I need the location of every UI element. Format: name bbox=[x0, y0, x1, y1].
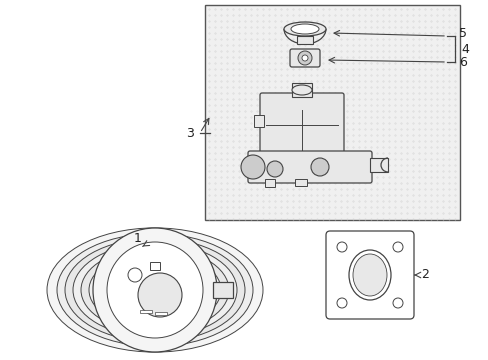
Bar bbox=[140, 310, 152, 313]
Circle shape bbox=[266, 161, 283, 177]
Bar bbox=[297, 160, 305, 172]
Ellipse shape bbox=[291, 85, 311, 95]
Circle shape bbox=[138, 273, 182, 317]
Bar bbox=[291, 83, 311, 97]
Bar bbox=[253, 115, 264, 127]
Text: 4: 4 bbox=[460, 42, 468, 55]
Bar bbox=[155, 312, 167, 315]
FancyBboxPatch shape bbox=[247, 151, 371, 183]
Circle shape bbox=[107, 242, 203, 338]
Circle shape bbox=[241, 155, 264, 179]
Ellipse shape bbox=[278, 166, 285, 174]
Circle shape bbox=[336, 298, 346, 308]
Circle shape bbox=[310, 158, 328, 176]
Bar bbox=[213, 282, 232, 298]
Ellipse shape bbox=[47, 228, 263, 352]
Ellipse shape bbox=[296, 165, 306, 175]
Circle shape bbox=[392, 298, 402, 308]
Ellipse shape bbox=[81, 247, 228, 333]
Bar bbox=[264, 179, 274, 187]
Bar bbox=[150, 262, 160, 270]
Bar bbox=[296, 36, 312, 44]
Ellipse shape bbox=[57, 234, 252, 346]
Circle shape bbox=[302, 55, 307, 61]
Ellipse shape bbox=[315, 166, 324, 174]
Text: 5: 5 bbox=[458, 27, 466, 40]
Circle shape bbox=[128, 268, 142, 282]
Ellipse shape bbox=[290, 24, 318, 34]
Ellipse shape bbox=[284, 22, 325, 36]
Circle shape bbox=[297, 51, 311, 65]
Bar bbox=[204, 5, 459, 220]
Bar bbox=[294, 179, 306, 186]
Circle shape bbox=[93, 228, 217, 352]
Text: 2: 2 bbox=[420, 269, 428, 282]
FancyBboxPatch shape bbox=[260, 93, 343, 162]
Ellipse shape bbox=[352, 254, 386, 296]
Ellipse shape bbox=[89, 252, 221, 328]
FancyBboxPatch shape bbox=[325, 231, 413, 319]
FancyBboxPatch shape bbox=[289, 49, 319, 67]
Text: 6: 6 bbox=[458, 55, 466, 68]
Ellipse shape bbox=[73, 243, 237, 337]
Text: 3: 3 bbox=[185, 126, 194, 140]
Circle shape bbox=[392, 242, 402, 252]
Ellipse shape bbox=[65, 238, 244, 342]
Bar bbox=[369, 158, 387, 172]
Text: 1: 1 bbox=[134, 231, 142, 244]
Ellipse shape bbox=[348, 250, 390, 300]
Circle shape bbox=[336, 242, 346, 252]
